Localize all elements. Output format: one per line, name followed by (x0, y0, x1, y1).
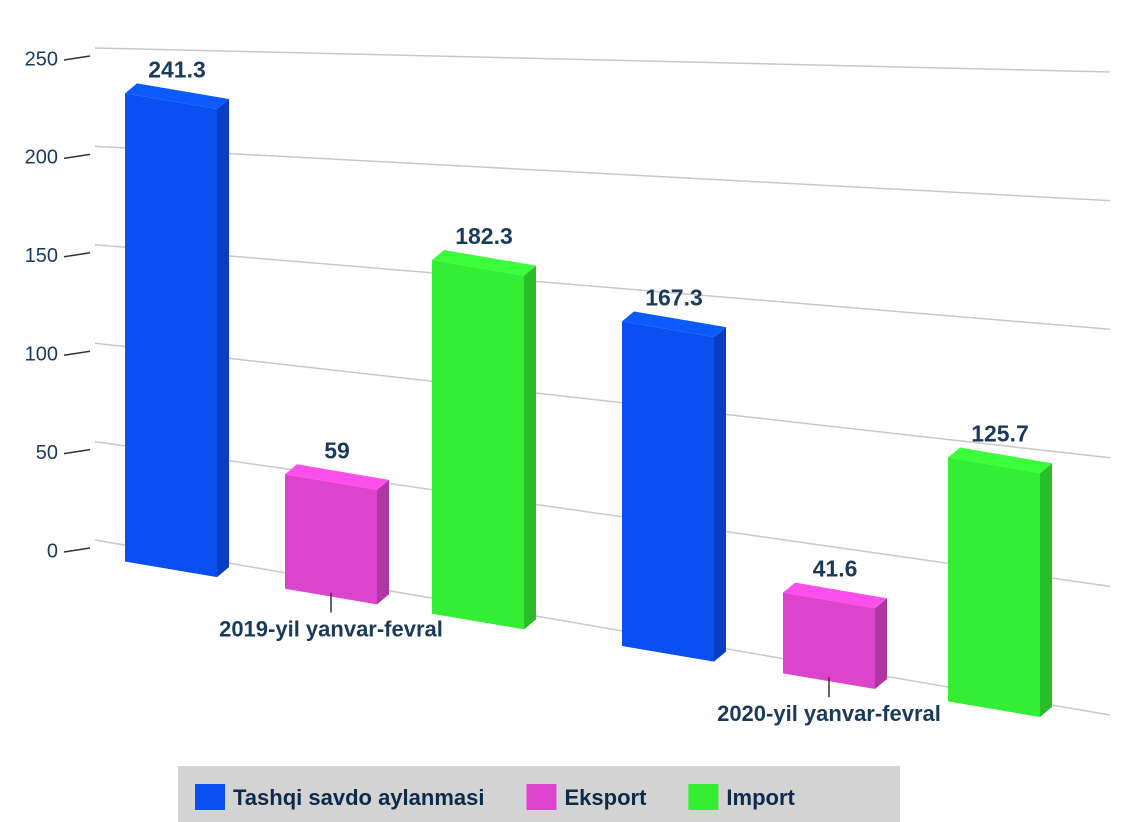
grid-line (94, 440, 1111, 588)
y-tick (63, 252, 91, 258)
legend-swatch (688, 784, 719, 810)
legend-label: Eksport (564, 785, 647, 810)
bar (432, 250, 536, 630)
value-label: 167.3 (645, 285, 703, 311)
y-tick-label: 250 (25, 48, 58, 70)
bar-front (783, 592, 875, 689)
value-label: 125.7 (971, 421, 1029, 447)
bar-front (948, 457, 1040, 718)
value-label: 59 (324, 437, 350, 463)
bar-top (432, 250, 536, 276)
legend-swatch (195, 784, 225, 810)
bar-top (783, 582, 887, 609)
bar-top (125, 83, 229, 110)
y-tick (63, 153, 91, 160)
legend-label: Tashqi savdo aylanmasi (233, 785, 484, 810)
value-label: 41.6 (813, 556, 858, 582)
value-label: 241.3 (148, 56, 206, 82)
bar-top (285, 464, 389, 490)
legend-swatch (526, 784, 557, 810)
bar (948, 447, 1052, 718)
y-tick-label: 50 (36, 442, 58, 464)
bar (285, 464, 389, 605)
y-tick-label: 100 (25, 343, 58, 365)
y-tick-label: 150 (25, 245, 58, 267)
grid-line (94, 342, 1111, 459)
bar-side (1040, 463, 1052, 718)
grid-line (94, 145, 1111, 202)
bar-side (875, 598, 887, 689)
legend-label: Import (726, 785, 795, 810)
y-tick-label: 200 (25, 147, 58, 169)
bar (125, 83, 229, 578)
bar-top (948, 447, 1052, 474)
bar (622, 311, 726, 662)
value-label: 182.3 (455, 223, 513, 249)
y-tick (63, 55, 91, 61)
grid-line (94, 244, 1111, 330)
bar-front (622, 321, 714, 662)
bar-side (714, 327, 726, 662)
bar-front (285, 474, 377, 605)
bar-side (217, 99, 229, 578)
bar-side (377, 479, 389, 605)
y-tick (63, 547, 91, 553)
y-tick-label: 0 (47, 540, 58, 562)
bar-front (432, 260, 524, 630)
y-tick (63, 448, 91, 455)
bar-front (125, 93, 217, 578)
grid-line (94, 47, 1111, 73)
x-tick-label: 2020-yil yanvar-fevral (717, 701, 941, 726)
bar-side (524, 265, 536, 630)
bar-top (622, 311, 726, 338)
bar (783, 582, 887, 689)
x-tick-label: 2019-yil yanvar-fevral (219, 616, 443, 641)
y-tick (63, 350, 91, 356)
grid-line (94, 539, 1111, 716)
